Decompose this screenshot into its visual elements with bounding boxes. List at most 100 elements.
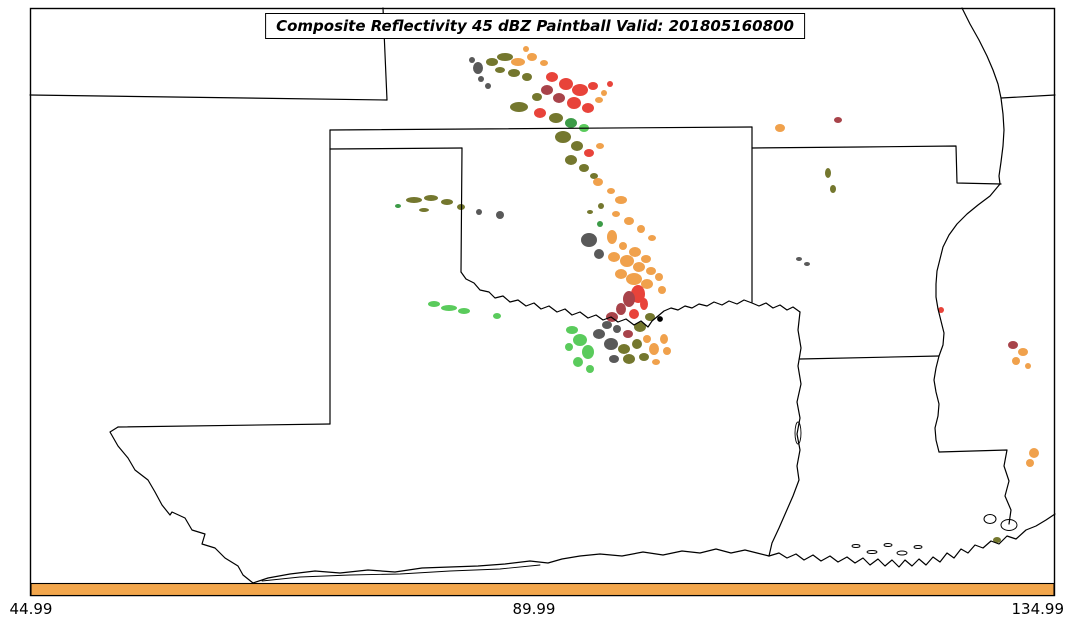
paintball-gray — [469, 57, 475, 63]
paintball-olive — [419, 208, 429, 212]
rio-grande — [109, 426, 254, 584]
paintball-gray — [594, 249, 604, 259]
paintball-orange — [593, 178, 603, 186]
paintball-orange — [637, 225, 645, 233]
paintball-orange — [619, 242, 627, 250]
paintball-olive — [549, 113, 563, 123]
paintball-green — [573, 357, 583, 367]
coastal-island — [883, 543, 893, 547]
paintball-darkgreen — [395, 204, 401, 208]
paintball-orange — [633, 262, 645, 272]
paintball-orange — [595, 97, 603, 103]
paintball-olive — [571, 141, 583, 151]
paintball-orange — [624, 217, 634, 225]
paintball-orange — [629, 247, 641, 257]
paintball-olive — [424, 195, 438, 201]
paintball-darkred — [623, 330, 633, 338]
paintball-darkred — [541, 85, 553, 95]
paintball-olive — [522, 73, 532, 81]
paintball-orange — [615, 269, 627, 279]
map-frame — [29, 7, 1056, 597]
paintball-orange — [511, 58, 525, 66]
paintball-olive — [632, 339, 642, 349]
paintball-red — [546, 72, 558, 82]
paintball-olive — [587, 210, 593, 214]
paintball-orange — [607, 188, 615, 194]
red-river — [460, 271, 801, 328]
lake-texoma — [657, 316, 663, 322]
paintball-green — [565, 343, 573, 351]
paintball-olive — [579, 164, 589, 172]
border-nm-tx-south — [117, 423, 331, 428]
lake-pontchartrain — [1000, 519, 1018, 531]
border-mo-ar — [751, 145, 1002, 185]
paintball-olive — [495, 67, 505, 73]
paintball-gray — [478, 76, 484, 82]
paintball-orange — [658, 286, 666, 294]
paintball-red — [534, 108, 546, 118]
paintball-orange — [608, 252, 620, 262]
paintball-olive — [825, 168, 831, 178]
paintball-olive — [645, 313, 655, 321]
paintball-orange — [648, 235, 656, 241]
border-ok-tx-panhandle — [329, 147, 463, 150]
paintball-red — [567, 97, 581, 109]
paintball-orange — [1026, 459, 1034, 467]
paintball-gray — [473, 62, 483, 74]
paintball-orange — [615, 196, 627, 204]
paintball-orange — [660, 334, 668, 344]
paintball-darkred — [553, 93, 565, 103]
paintball-olive — [565, 155, 577, 165]
barrier-islands — [261, 564, 541, 582]
border-ks-ok — [329, 126, 753, 131]
coastline-texas — [252, 548, 770, 584]
paintball-olive — [590, 173, 598, 179]
paintball-red — [582, 103, 594, 113]
paintball-orange — [612, 211, 620, 217]
paintball-orange — [775, 124, 785, 132]
border-la-ms — [938, 449, 1012, 525]
paintball-green — [458, 308, 470, 314]
figure-title: Composite Reflectivity 45 dBZ Paintball … — [265, 13, 805, 39]
paintball-gray — [609, 355, 619, 363]
paintball-olive — [532, 93, 542, 101]
paintball-gray — [804, 262, 810, 266]
paintball-olive — [618, 344, 630, 354]
paintball-red — [607, 81, 613, 87]
paintball-green — [566, 326, 578, 334]
paintball-olive — [993, 537, 1001, 543]
paintball-gray — [476, 209, 482, 215]
toledo-bend-lake — [794, 421, 802, 445]
paintball-orange — [540, 60, 548, 66]
paintball-orange — [620, 255, 634, 267]
paintball-gray — [604, 338, 618, 350]
paintball-orange — [652, 359, 660, 365]
paintball-orange — [646, 267, 656, 275]
border-ar-la — [799, 355, 940, 360]
paintball-orange — [596, 143, 604, 149]
paintball-darkgreen — [597, 221, 603, 227]
paintball-orange — [626, 273, 642, 285]
paintball-layer — [395, 46, 1039, 543]
paintball-orange — [601, 90, 607, 96]
paintball-red — [629, 309, 639, 319]
mississippi-river — [933, 183, 1001, 453]
paintball-orange — [643, 335, 651, 343]
paintball-orange — [1025, 363, 1031, 369]
paintball-olive — [508, 69, 520, 77]
paintball-gray — [485, 83, 491, 89]
border-co-south — [29, 94, 388, 101]
paintball-olive — [441, 199, 453, 205]
coastal-island — [896, 550, 908, 556]
paintball-orange — [663, 347, 671, 355]
paintball-olive — [555, 131, 571, 143]
paintball-gray — [796, 257, 802, 261]
paintball-orange — [527, 53, 537, 61]
coastline-louisiana — [768, 513, 1056, 568]
paintball-green — [441, 305, 457, 311]
coastal-island — [866, 550, 878, 554]
paintball-red — [588, 82, 598, 90]
paintball-olive — [486, 58, 498, 66]
